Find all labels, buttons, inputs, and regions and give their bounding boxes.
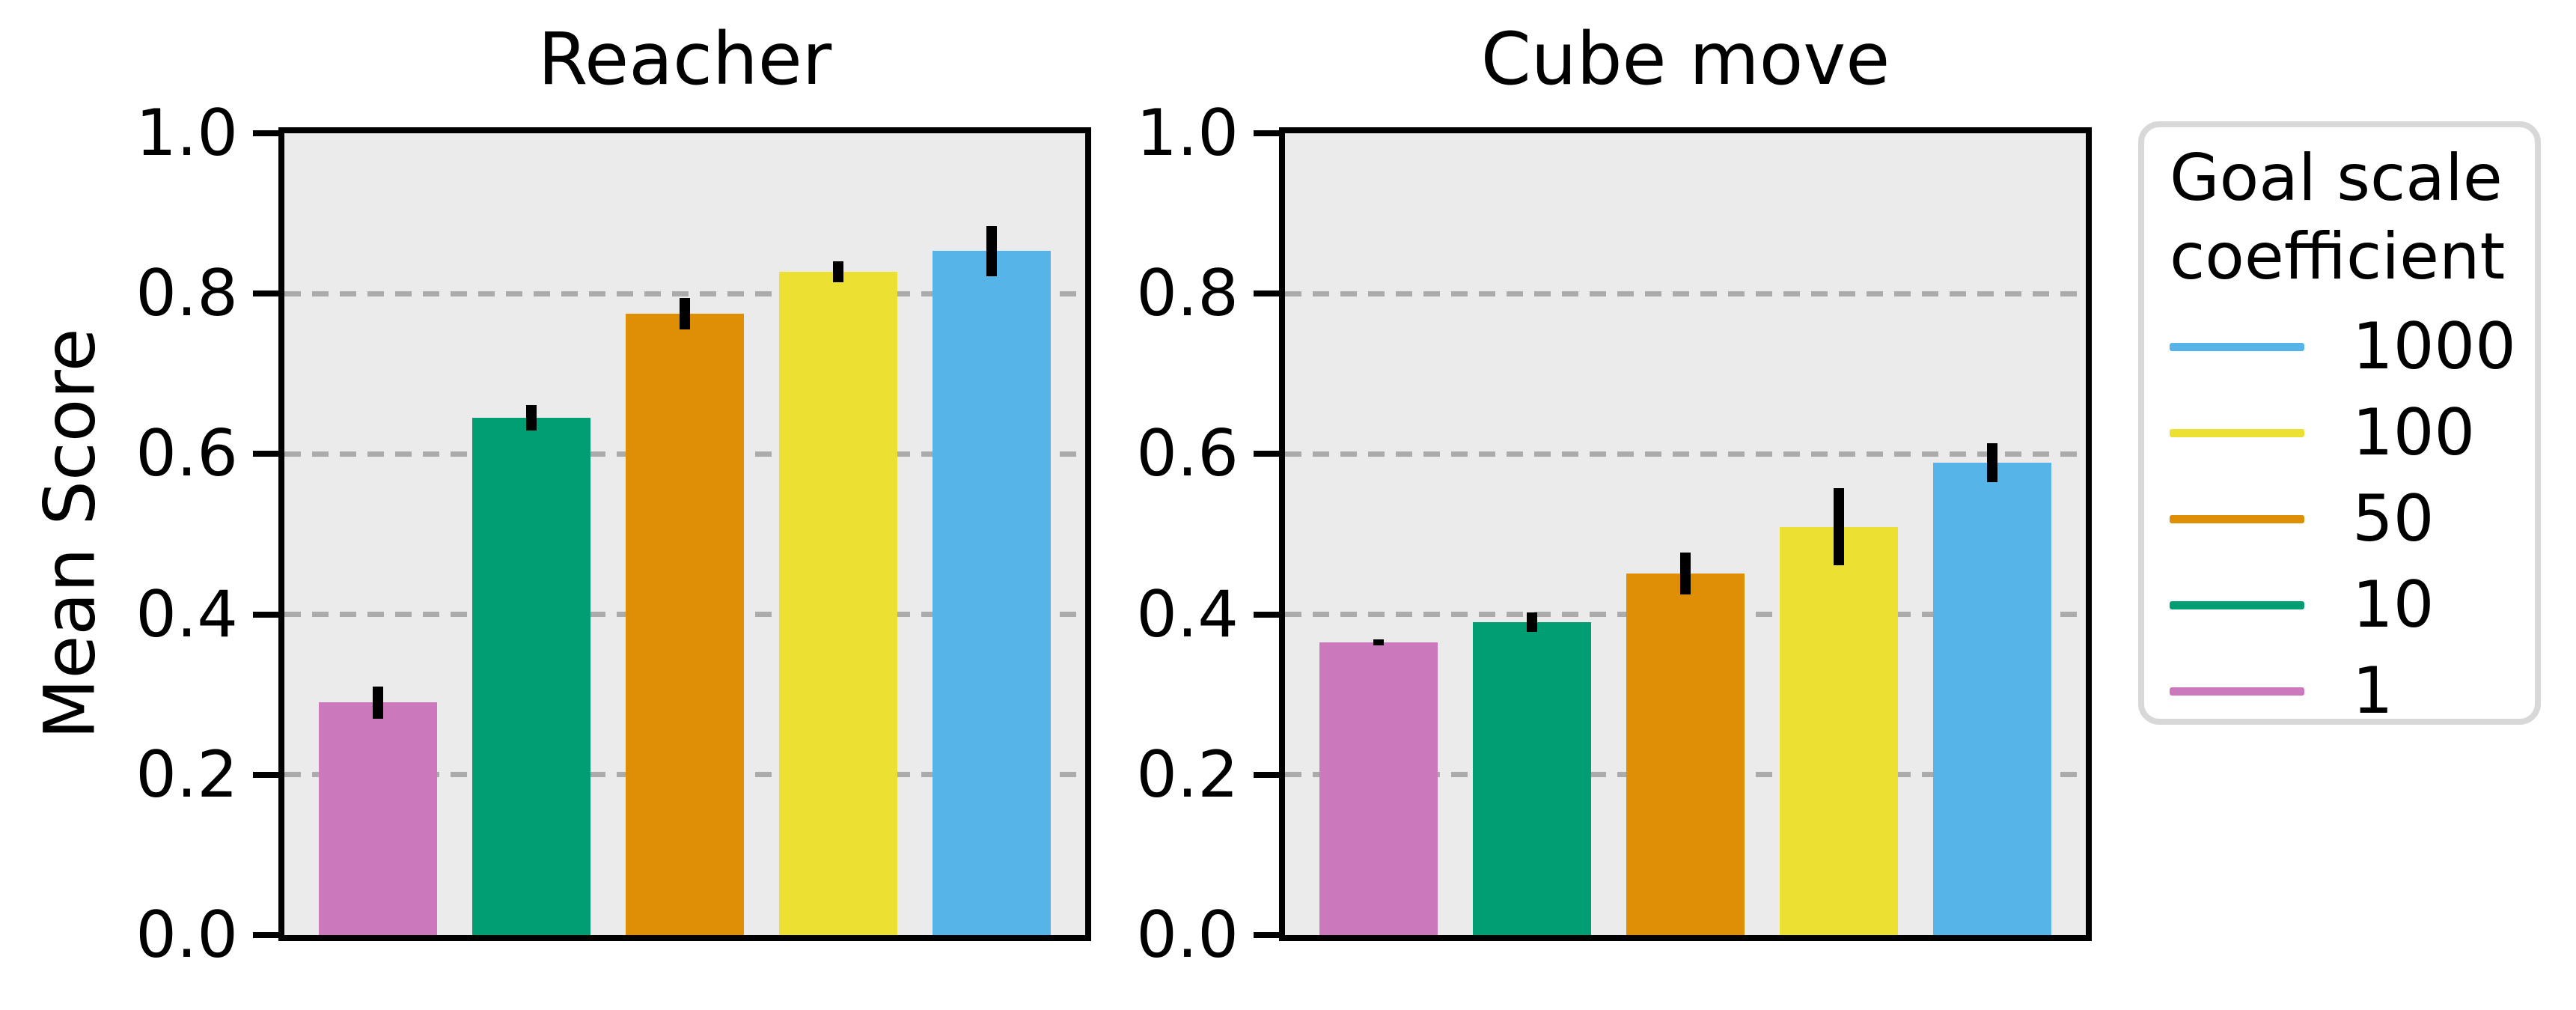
legend-item-50: 50 xyxy=(2170,476,2535,562)
y-tick-mark-0.0 xyxy=(1254,932,1279,938)
y-tick-mark-0.0 xyxy=(253,932,278,938)
legend-label-10: 10 xyxy=(2352,568,2435,643)
legend: Goal scale coefficient 1000 100 50 10 1 xyxy=(2138,121,2541,728)
bar-cube-move-coef-100 xyxy=(1779,526,1899,935)
legend-label-100: 100 xyxy=(2352,395,2476,471)
gridline-y-0.8 xyxy=(1285,290,2086,296)
legend-label-1000: 1000 xyxy=(2352,309,2516,385)
bar-cube-move-coef-10 xyxy=(1472,622,1591,935)
y-tick-mark-0.2 xyxy=(1254,771,1279,778)
bar-reacher-coef-50 xyxy=(625,313,744,935)
y-axis-label: Mean Score xyxy=(29,328,112,740)
reacher-plot-area: 0.0 0.2 0.4 0.6 0.8 1.0 xyxy=(135,96,1091,973)
legend-label-50: 50 xyxy=(2352,481,2435,557)
y-tick-label-0.2: 0.2 xyxy=(1136,737,1239,812)
cube-move-plot-area: 0.0 0.2 0.4 0.6 0.8 1.0 xyxy=(1136,96,2092,973)
legend-title-line-1: Goal scale xyxy=(2170,141,2503,216)
y-tick-mark-0.6 xyxy=(1254,451,1279,457)
y-tick-label-0.8: 0.8 xyxy=(1136,256,1239,332)
y-tick-mark-0.8 xyxy=(1254,290,1279,297)
legend-label-1: 1 xyxy=(2352,654,2393,729)
y-tick-label-0.6: 0.6 xyxy=(135,416,238,492)
panel-title-reacher: Reacher xyxy=(537,17,832,101)
bar-cube-move-coef-1 xyxy=(1319,642,1438,935)
legend-line-swatch-1 xyxy=(2170,687,2304,696)
legend-items: 1000 100 50 10 1 xyxy=(2170,304,2535,734)
gridline-y-0.8 xyxy=(284,290,1085,296)
bar-reacher-coef-1 xyxy=(318,702,437,935)
bar-reacher-coef-10 xyxy=(471,418,590,935)
bar-reacher-coef-1000 xyxy=(933,251,1052,935)
y-tick-label-0.4: 0.4 xyxy=(135,577,238,652)
legend-item-1000: 1000 xyxy=(2170,304,2535,390)
bar-reacher-coef-100 xyxy=(778,272,898,935)
errorbar-cube-move-coef-1000 xyxy=(1987,443,1998,482)
legend-line-swatch-1000 xyxy=(2170,342,2304,351)
y-tick-mark-0.4 xyxy=(253,611,278,618)
legend-item-1: 1 xyxy=(2170,648,2535,734)
legend-item-100: 100 xyxy=(2170,390,2535,476)
errorbar-cube-move-coef-50 xyxy=(1680,553,1691,594)
errorbar-cube-move-coef-1 xyxy=(1373,639,1384,646)
y-tick-label-0.0: 0.0 xyxy=(135,898,238,973)
errorbar-reacher-coef-100 xyxy=(833,261,843,283)
y-tick-mark-1.0 xyxy=(253,130,278,136)
legend-line-swatch-50 xyxy=(2170,514,2304,523)
y-tick-mark-1.0 xyxy=(1254,130,1279,136)
legend-title: Goal scale coefficient xyxy=(2170,139,2535,296)
errorbar-reacher-coef-10 xyxy=(525,405,537,431)
y-tick-label-0.0: 0.0 xyxy=(1136,898,1239,973)
legend-line-swatch-100 xyxy=(2170,428,2304,437)
errorbar-reacher-coef-1000 xyxy=(986,226,998,276)
errorbar-cube-move-coef-100 xyxy=(1834,488,1844,566)
legend-item-10: 10 xyxy=(2170,562,2535,648)
y-tick-label-0.4: 0.4 xyxy=(1136,577,1239,652)
y-tick-label-1.0: 1.0 xyxy=(1136,96,1239,171)
errorbar-cube-move-coef-10 xyxy=(1526,612,1537,633)
y-tick-label-1.0: 1.0 xyxy=(135,96,238,171)
y-tick-label-0.6: 0.6 xyxy=(1136,416,1239,492)
gridline-y-0.6 xyxy=(1285,451,2086,457)
bar-cube-move-coef-50 xyxy=(1626,573,1745,935)
panel-title-cube-move: Cube move xyxy=(1480,17,1890,101)
y-tick-label-0.8: 0.8 xyxy=(135,256,238,332)
y-tick-label-0.2: 0.2 xyxy=(135,737,238,812)
errorbar-reacher-coef-50 xyxy=(680,297,690,330)
y-tick-mark-0.4 xyxy=(1254,611,1279,618)
legend-line-swatch-10 xyxy=(2170,600,2304,609)
bar-cube-move-coef-1000 xyxy=(1933,463,2052,935)
y-tick-mark-0.8 xyxy=(253,290,278,297)
y-tick-mark-0.6 xyxy=(253,451,278,457)
legend-title-line-2: coefficient xyxy=(2170,219,2506,294)
errorbar-reacher-coef-1 xyxy=(372,686,383,719)
y-tick-mark-0.2 xyxy=(253,771,278,778)
